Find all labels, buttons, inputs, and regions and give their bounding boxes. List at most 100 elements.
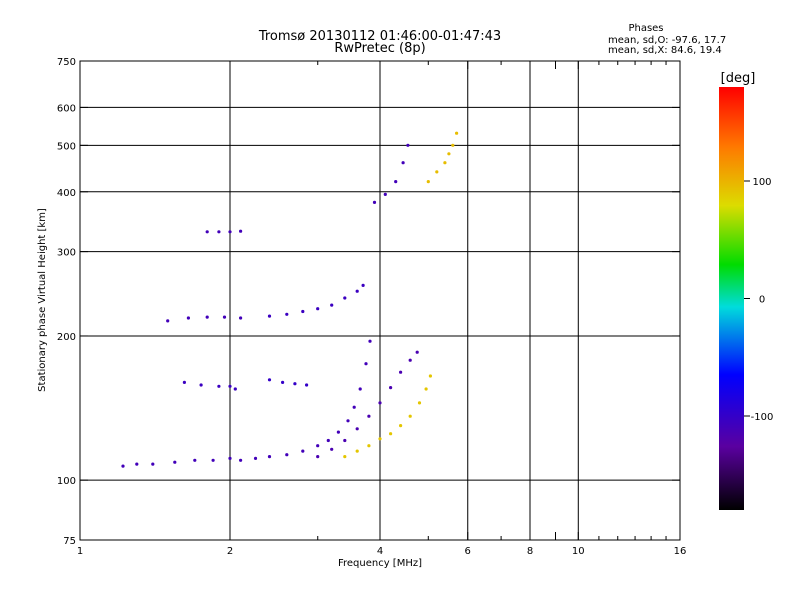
data-point-e-low-f-trace-o — [211, 458, 215, 462]
x-axis-label: Frequency [MHz] — [338, 558, 422, 569]
data-point-f2-upper-trace-x — [424, 387, 428, 391]
x-tick-label: 16 — [674, 546, 687, 557]
colorbar-label: [deg] — [721, 71, 756, 86]
colorbar — [719, 87, 744, 510]
phase-stats-x: mean, sd,X: 84.6, 19.4 — [608, 45, 722, 56]
data-point-e-low-f-trace-o — [368, 339, 372, 343]
data-point-f2-high-trace-x — [447, 152, 451, 156]
data-point-e-low-f-trace-o — [228, 456, 232, 460]
data-point-f2-upper-trace-x — [417, 401, 422, 405]
y-tick-label: 100 — [57, 476, 76, 487]
data-point-multiple-reflection-220-250-km — [316, 307, 320, 311]
chart-title: Tromsø 20130112 01:46:00-01:47:43 — [258, 29, 501, 44]
colorbar-tick-label: -100 — [751, 412, 774, 423]
data-point-secondary-trace-160-km — [293, 382, 297, 386]
data-point-e-low-f-trace-o — [346, 419, 350, 423]
data-point-multiple-reflection-220-250-km — [361, 283, 365, 287]
data-point-multiple-reflection-220-250-km — [267, 314, 272, 318]
data-point-f2-high-trace-o — [394, 180, 398, 184]
data-point-e-low-f-trace-o — [193, 458, 197, 462]
data-point-f2-upper-trace-x — [343, 455, 347, 459]
y-tick-label: 400 — [57, 188, 76, 199]
y-tick-label: 75 — [63, 536, 76, 547]
data-point-multiple-reflection-215-km — [205, 315, 209, 319]
y-axis-label: Stationary phase Virtual Height [km] — [37, 208, 48, 392]
data-point-secondary-trace-150-km — [182, 380, 186, 384]
data-point-multiple-reflection-220-250-km — [301, 309, 305, 314]
phase-stats-o: mean, sd,O: -97.6, 17.7 — [608, 35, 726, 46]
data-point-e-low-f-trace-o — [135, 462, 139, 466]
data-point-short-trace-330-km — [217, 230, 221, 234]
data-point-f2-high-trace-o — [383, 192, 387, 196]
data-point-f2-upper-trace-x — [355, 449, 359, 453]
y-tick-label: 600 — [57, 103, 76, 114]
data-point-f2-upper-trace-x — [399, 424, 403, 428]
x-tick-label: 1 — [77, 546, 83, 557]
data-point-short-trace-330-km — [228, 230, 232, 234]
data-point-f2-upper-trace-x — [428, 374, 432, 378]
phase-stats-heading: Phases — [628, 23, 663, 34]
data-point-f2-high-trace-x — [426, 180, 430, 184]
data-point-multiple-reflection-215-km — [222, 315, 227, 319]
data-point-secondary-trace-160-km — [305, 383, 309, 387]
data-point-f2-upper-trace-x — [367, 444, 371, 448]
data-point-e-low-f-trace-o — [326, 438, 330, 443]
chart-subtitle: RwPretec (8p) — [334, 41, 425, 56]
data-point-f2-high-trace-x — [451, 143, 455, 147]
data-point-f2-high-trace-x — [455, 131, 459, 135]
data-point-f2-high-trace-o — [372, 200, 377, 204]
data-point-f2-high-trace-x — [443, 161, 447, 165]
data-point-e-low-f-trace-o — [253, 456, 258, 460]
data-point-short-trace-330-km — [239, 229, 243, 233]
data-point-f2-lower-trace-o — [355, 427, 359, 431]
data-point-f2-lower-trace-o — [367, 414, 371, 418]
data-point-multiple-reflection-215-km — [186, 316, 190, 320]
axes: 1 2 4 6 8 10 16 75 100 200 300 400 500 600 750 — [57, 57, 686, 557]
data-point-f2-upper-trace-x — [408, 414, 412, 418]
data-point-e-low-f-trace-o — [364, 362, 368, 366]
data-point-e-low-f-trace-o — [267, 455, 272, 459]
data-point-e-low-f-trace-o — [301, 449, 305, 453]
y-tick-label: 200 — [57, 332, 76, 343]
x-tick-label: 6 — [465, 546, 471, 557]
data-point-f2-lower-trace-o — [408, 358, 412, 362]
data-point-secondary-trace-150-km — [199, 383, 203, 387]
data-point-multiple-reflection-220-250-km — [343, 296, 347, 300]
data-point-short-trace-330-km — [205, 230, 209, 234]
x-tick-label: 10 — [572, 546, 585, 557]
data-point-e-low-f-trace-o — [316, 444, 320, 448]
data-point-multiple-reflection-215-km — [239, 316, 243, 320]
x-tick-label: 4 — [377, 546, 383, 557]
colorbar-ticks: 100 0 -100 — [744, 177, 773, 423]
x-tick-label: 8 — [527, 546, 533, 557]
data-point-f2-lower-trace-o — [399, 370, 403, 374]
data-point-f2-upper-trace-x — [378, 437, 382, 441]
colorbar-tick-label: 0 — [759, 295, 765, 306]
data-point-f2-upper-trace-x — [389, 432, 393, 436]
data-point-e-low-f-trace-o — [173, 460, 177, 464]
data-point-e-low-f-trace-o — [285, 453, 289, 457]
x-tick-label: 2 — [227, 546, 233, 557]
data-point-f2-lower-trace-o — [330, 447, 334, 451]
data-point-f2-high-trace-o — [406, 143, 410, 147]
data-point-secondary-trace-160-km — [281, 380, 285, 384]
data-point-secondary-trace-160-km — [267, 378, 272, 382]
y-tick-label: 750 — [57, 57, 76, 68]
data-point-multiple-reflection-215-km — [166, 319, 170, 323]
data-point-e-low-f-trace-o — [239, 458, 243, 462]
data-point-multiple-reflection-220-250-km — [285, 312, 289, 316]
data-point-f2-lower-trace-o — [378, 401, 382, 405]
data-points — [121, 131, 459, 468]
grid — [80, 61, 680, 540]
data-point-f2-lower-trace-o — [415, 350, 419, 354]
data-point-f2-lower-trace-o — [389, 386, 393, 390]
colorbar-tick-label: 100 — [752, 177, 771, 188]
data-point-secondary-trace-150-km — [233, 387, 237, 391]
data-point-e-low-f-trace-o — [121, 464, 125, 468]
data-point-f2-lower-trace-o — [343, 438, 347, 443]
data-point-f2-high-trace-x — [435, 170, 439, 174]
y-tick-label: 500 — [57, 141, 76, 152]
data-point-multiple-reflection-220-250-km — [330, 303, 334, 307]
data-point-secondary-trace-150-km — [217, 384, 221, 388]
